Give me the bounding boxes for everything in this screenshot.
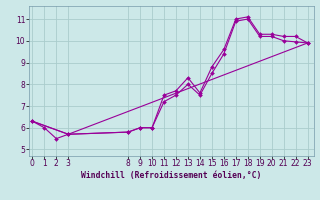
X-axis label: Windchill (Refroidissement éolien,°C): Windchill (Refroidissement éolien,°C) bbox=[81, 171, 261, 180]
